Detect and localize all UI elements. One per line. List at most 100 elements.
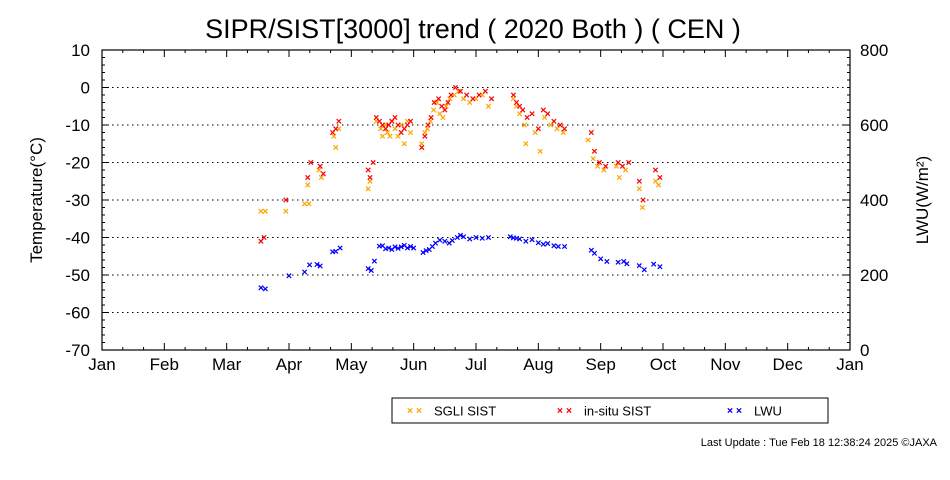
data-point [604,258,610,265]
data-point [407,243,414,250]
x-tick-label: Mar [212,355,242,374]
data-point [365,186,371,192]
x-tick-label: Jan [88,355,115,374]
data-point [262,286,268,292]
data-point [368,267,374,274]
data-point [420,249,426,256]
data-point [557,122,563,128]
data-point [524,114,530,121]
series-layer [258,84,663,292]
data-point [657,174,663,181]
data-point [476,92,482,98]
data-point [443,103,449,109]
data-point [657,264,663,270]
data-point [452,84,459,91]
data-point [317,163,323,169]
data-point [561,126,568,132]
data-point [437,237,443,243]
data-point [540,241,546,247]
data-point [454,234,460,241]
data-point [510,92,517,98]
data-point [320,171,326,177]
series-sgli-sist [258,88,662,214]
data-point [529,237,535,243]
legend: SGLI SIST in-situ SIST LWU [391,397,829,424]
data-point [337,245,343,251]
data-point [422,133,428,139]
x-tick-label: Sep [586,355,616,374]
legend-marker [727,407,733,414]
data-point [301,269,308,275]
data-point [333,144,339,151]
data-point [365,266,371,272]
data-point [460,234,467,240]
data-point [432,240,439,246]
data-point [560,129,566,136]
data-point [626,159,632,166]
data-point [435,96,442,102]
data-point [473,234,479,241]
chart-title: SIPR/SIST[3000] trend ( 2020 Both ) ( CE… [205,14,741,44]
data-point [551,118,557,124]
data-point [537,148,543,154]
data-point [601,167,607,173]
data-point [401,141,407,147]
data-point [613,163,619,169]
y-right-tick-label: 0 [860,341,869,360]
y-left-tick-label: -10 [65,116,90,135]
y-left-tick-label: -20 [65,154,90,173]
data-point [428,114,434,121]
data-point [305,174,311,181]
data-point [333,126,339,132]
y-axis-left-label: Temperature(°C) [27,137,46,263]
data-point [535,126,541,132]
y-axis-right-label: LWU(W/m²) [913,156,932,244]
data-point [588,129,594,136]
data-point [301,201,308,207]
y-left-tick-label: -40 [65,229,90,248]
data-point [485,103,492,109]
data-point [423,248,429,254]
data-point [308,159,314,166]
data-point [641,267,647,273]
y-left-tick-label: -60 [65,304,90,323]
data-point [621,258,627,265]
data-point [407,118,414,124]
data-point [262,208,268,214]
data-point [636,263,642,269]
data-point [457,232,464,238]
y-left-tick-label: -70 [65,341,90,360]
y-right-tick-label: 200 [860,266,888,285]
y-right-tick-label: 600 [860,116,888,135]
data-point [387,133,393,139]
data-point [640,197,646,203]
data-point [619,163,626,169]
data-point [411,245,417,251]
data-point [651,261,657,267]
data-point [314,261,320,268]
data-point [392,244,398,250]
data-point [585,137,591,143]
data-point [258,285,264,291]
data-point [283,197,289,203]
data-point [520,107,526,113]
data-point [596,159,603,166]
legend-marker [407,407,413,414]
data-point [283,208,289,214]
data-point [594,163,601,169]
data-point [616,174,622,181]
data-point [378,126,384,132]
legend-label: in-situ SIST [584,404,651,419]
data-point [370,159,376,166]
data-point [555,243,561,250]
x-tick-label: Jul [465,355,487,374]
data-point [652,167,659,173]
data-point [445,99,451,106]
y-right-tick-label: 400 [860,191,888,210]
data-point [561,243,568,250]
data-point [517,236,523,242]
data-point [488,96,495,102]
data-point [464,92,470,98]
data-point [371,258,378,264]
data-point [286,273,292,279]
